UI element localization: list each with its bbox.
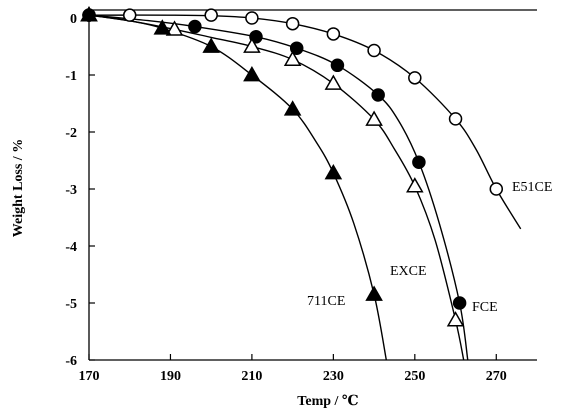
y-tick-label: -6	[65, 354, 77, 369]
point-711ce	[153, 19, 172, 35]
series-labels: E51CE FCE EXCE 711CE	[307, 180, 552, 315]
series-line-exce	[89, 14, 465, 360]
point-e51ce	[204, 8, 218, 22]
x-tick-label: 270	[486, 369, 507, 384]
point-exce	[365, 110, 383, 126]
plot-frame	[88, 9, 537, 361]
y-axis-title: Weight Loss / %	[11, 139, 26, 237]
x-tick-label: 250	[404, 369, 425, 384]
axis-ticks: 170 190 210 230 250 270 0 -1 -2 -3 -4 -5 -6	[65, 12, 506, 384]
point-711ce	[243, 65, 261, 82]
series-label-exce: EXCE	[390, 264, 427, 279]
point-711ce	[202, 37, 220, 53]
point-e51ce	[285, 16, 300, 31]
y-tick-label: -1	[65, 69, 77, 84]
point-711ce	[365, 285, 383, 301]
x-tick-label: 170	[79, 369, 100, 384]
x-axis-title: Temp / ℃	[297, 394, 359, 409]
y-tick-label: -4	[65, 240, 77, 255]
series-label-fce: FCE	[472, 300, 498, 315]
x-tick-label: 210	[241, 369, 262, 384]
y-tick-label: -5	[65, 297, 77, 312]
x-tick-label: 190	[160, 369, 181, 384]
point-e51ce	[448, 112, 463, 126]
y-tick-label: -2	[65, 126, 77, 141]
point-e51ce	[245, 11, 259, 25]
point-711ce	[283, 100, 302, 116]
point-fce	[289, 41, 304, 55]
point-e51ce	[367, 43, 381, 58]
point-exce	[243, 37, 261, 53]
point-711ce	[324, 164, 343, 180]
point-exce	[165, 20, 184, 36]
point-e51ce	[326, 27, 341, 41]
point-e51ce	[489, 182, 504, 196]
y-tick-label: -3	[65, 183, 77, 198]
series-label-e51ce: E51CE	[512, 180, 552, 195]
x-tick-label: 230	[323, 369, 344, 384]
series-line-e51ce	[89, 14, 522, 230]
point-fce	[412, 155, 426, 169]
point-fce	[330, 58, 345, 73]
point-exce	[406, 177, 424, 193]
y-tick-label: 0	[70, 12, 77, 27]
point-e51ce	[408, 71, 422, 85]
point-fce	[452, 296, 467, 310]
point-e51ce	[122, 8, 137, 22]
point-fce	[188, 19, 202, 34]
point-fce	[371, 88, 385, 102]
point-exce	[446, 311, 465, 327]
series-label-711ce: 711CE	[307, 294, 345, 309]
point-exce	[283, 50, 302, 66]
point-exce	[324, 74, 343, 90]
series-markers	[80, 6, 504, 327]
